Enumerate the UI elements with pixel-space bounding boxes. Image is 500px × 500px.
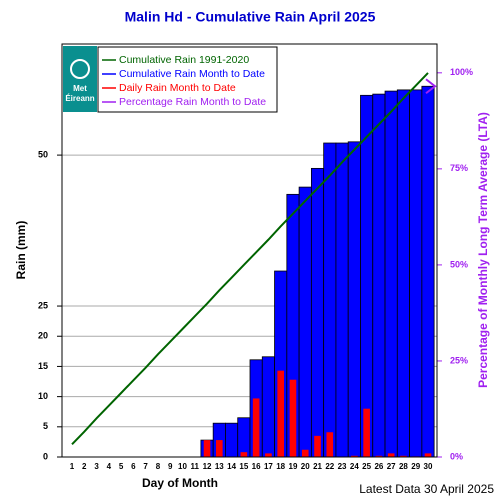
daily-bar	[351, 455, 358, 457]
x-tick-label: 21	[313, 462, 322, 471]
daily-bar	[424, 453, 432, 457]
x-tick-label: 19	[289, 462, 298, 471]
daily-bar	[314, 435, 321, 457]
chart-title: Malin Hd - Cumulative Rain April 2025	[125, 9, 376, 25]
cumulative-bar	[237, 417, 251, 458]
y2-tick-label: 50%	[450, 259, 468, 269]
x-tick-label: 8	[156, 462, 161, 471]
cumulative-bar	[225, 422, 239, 458]
x-tick-label: 5	[119, 462, 124, 471]
y-tick-label: 25	[38, 300, 48, 310]
x-tick-label: 15	[239, 462, 248, 471]
daily-bar	[203, 440, 211, 457]
legend-label: Percentage Rain Month to Date	[119, 96, 266, 108]
x-tick-label: 18	[276, 462, 285, 471]
x-tick-label: 7	[143, 462, 148, 471]
y-tick-label: 20	[38, 331, 48, 341]
cumulative-bar	[323, 142, 337, 458]
footer: Latest Data 30 April 2025	[359, 482, 494, 496]
x-tick-label: 3	[94, 462, 99, 471]
y-axis-label: Rain (mm)	[14, 221, 28, 280]
cumulative-bar	[372, 93, 386, 458]
x-tick-label: 2	[82, 462, 87, 471]
daily-bar	[326, 432, 334, 457]
x-tick-label: 4	[107, 462, 112, 471]
x-tick-label: 28	[399, 462, 408, 471]
cumulative-bar	[298, 186, 312, 458]
y2-axis-label: Percentage of Monthly Long Term Average …	[476, 112, 490, 388]
x-tick-label: 25	[362, 462, 371, 471]
x-tick-label: 26	[374, 462, 383, 471]
x-tick-label: 13	[215, 462, 224, 471]
daily-bar	[277, 370, 285, 457]
daily-bar	[252, 398, 260, 457]
y-tick-label: 15	[38, 361, 48, 371]
cumulative-bar	[396, 89, 410, 458]
x-tick-label: 11	[191, 462, 200, 471]
x-tick-label: 27	[387, 462, 396, 471]
y-tick-label: 50	[38, 149, 48, 159]
x-tick-label: 20	[301, 462, 310, 471]
daily-bar	[363, 408, 370, 457]
x-tick-label: 10	[178, 462, 187, 471]
daily-bar	[289, 379, 297, 457]
logo-text: Éireann	[65, 94, 94, 103]
x-axis-label: Day of Month	[142, 476, 218, 490]
cumulative-bar	[261, 356, 275, 458]
cumulative-bar	[409, 89, 423, 458]
daily-bar	[375, 455, 383, 457]
x-tick-label: 6	[131, 462, 136, 471]
x-tick-label: 16	[252, 462, 261, 471]
x-tick-label: 9	[168, 462, 173, 471]
plot-frame	[61, 43, 438, 458]
x-tick-label: 29	[411, 462, 420, 471]
daily-bar	[387, 453, 395, 457]
y-tick-label: 0	[43, 451, 48, 461]
daily-bar	[400, 455, 407, 457]
x-tick-label: 30	[424, 462, 433, 471]
cumulative-bar	[335, 142, 349, 458]
cumulative-bar	[347, 141, 361, 458]
legend-label: Cumulative Rain 1991-2020	[119, 54, 249, 66]
daily-bar	[215, 440, 223, 457]
daily-bar	[265, 453, 272, 457]
y-tick-label: 5	[43, 421, 48, 431]
x-tick-label: 12	[203, 462, 212, 471]
y2-tick-label: 100%	[450, 67, 473, 77]
x-tick-label: 24	[350, 462, 359, 471]
legend-label: Daily Rain Month to Date	[119, 82, 236, 94]
logo-text: Met	[73, 84, 87, 93]
legend-label: Cumulative Rain Month to Date	[119, 68, 265, 80]
y2-tick-label: 25%	[450, 355, 468, 365]
logo-swirl	[70, 59, 90, 79]
x-tick-label: 17	[264, 462, 273, 471]
x-tick-label: 1	[70, 462, 75, 471]
cumulative-bar	[360, 94, 374, 458]
cumulative-bar	[310, 167, 325, 458]
x-tick-label: 22	[325, 462, 334, 471]
daily-bar	[301, 449, 309, 457]
y2-tick-label: 75%	[450, 163, 468, 173]
y2-tick-label: 0%	[450, 451, 463, 461]
legend	[97, 46, 278, 113]
percentage-marker	[425, 78, 437, 95]
x-tick-label: 23	[338, 462, 347, 471]
y-tick-label: 10	[38, 391, 48, 401]
cumulative-bar	[384, 90, 398, 458]
lta-line	[71, 72, 429, 446]
daily-bar	[240, 452, 248, 457]
x-tick-label: 14	[227, 462, 236, 471]
cumulative-bar	[421, 85, 435, 458]
